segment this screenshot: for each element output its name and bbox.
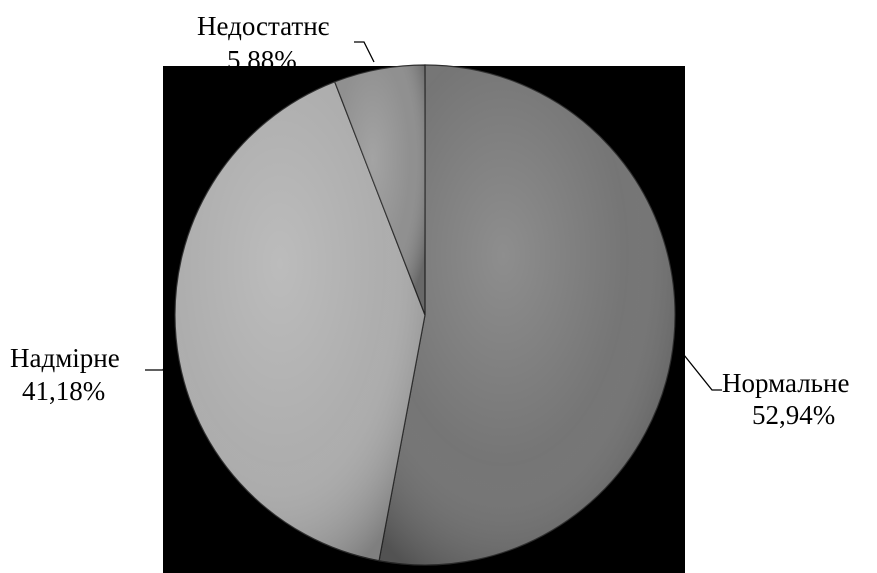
leader-line-excessive [145, 354, 171, 371]
slice-label-insufficient: Недостатнє [197, 11, 330, 41]
slice-value-normal: 52,94% [752, 400, 835, 430]
leader-line-insufficient [354, 41, 375, 63]
pie-slices [174, 64, 676, 566]
leader-line-normal [683, 354, 722, 391]
slice-value-excessive: 41,18% [22, 376, 105, 406]
slice-label-excessive: Надмірне [10, 343, 120, 373]
pie-slice-insufficient-shading [334, 65, 425, 315]
slice-value-insufficient: 5,88% [227, 45, 297, 75]
pie-slice-normal-shading [379, 65, 676, 565]
pie-slice-excessive-shading [175, 81, 425, 561]
slice-label-normal: Нормальне [722, 368, 849, 398]
